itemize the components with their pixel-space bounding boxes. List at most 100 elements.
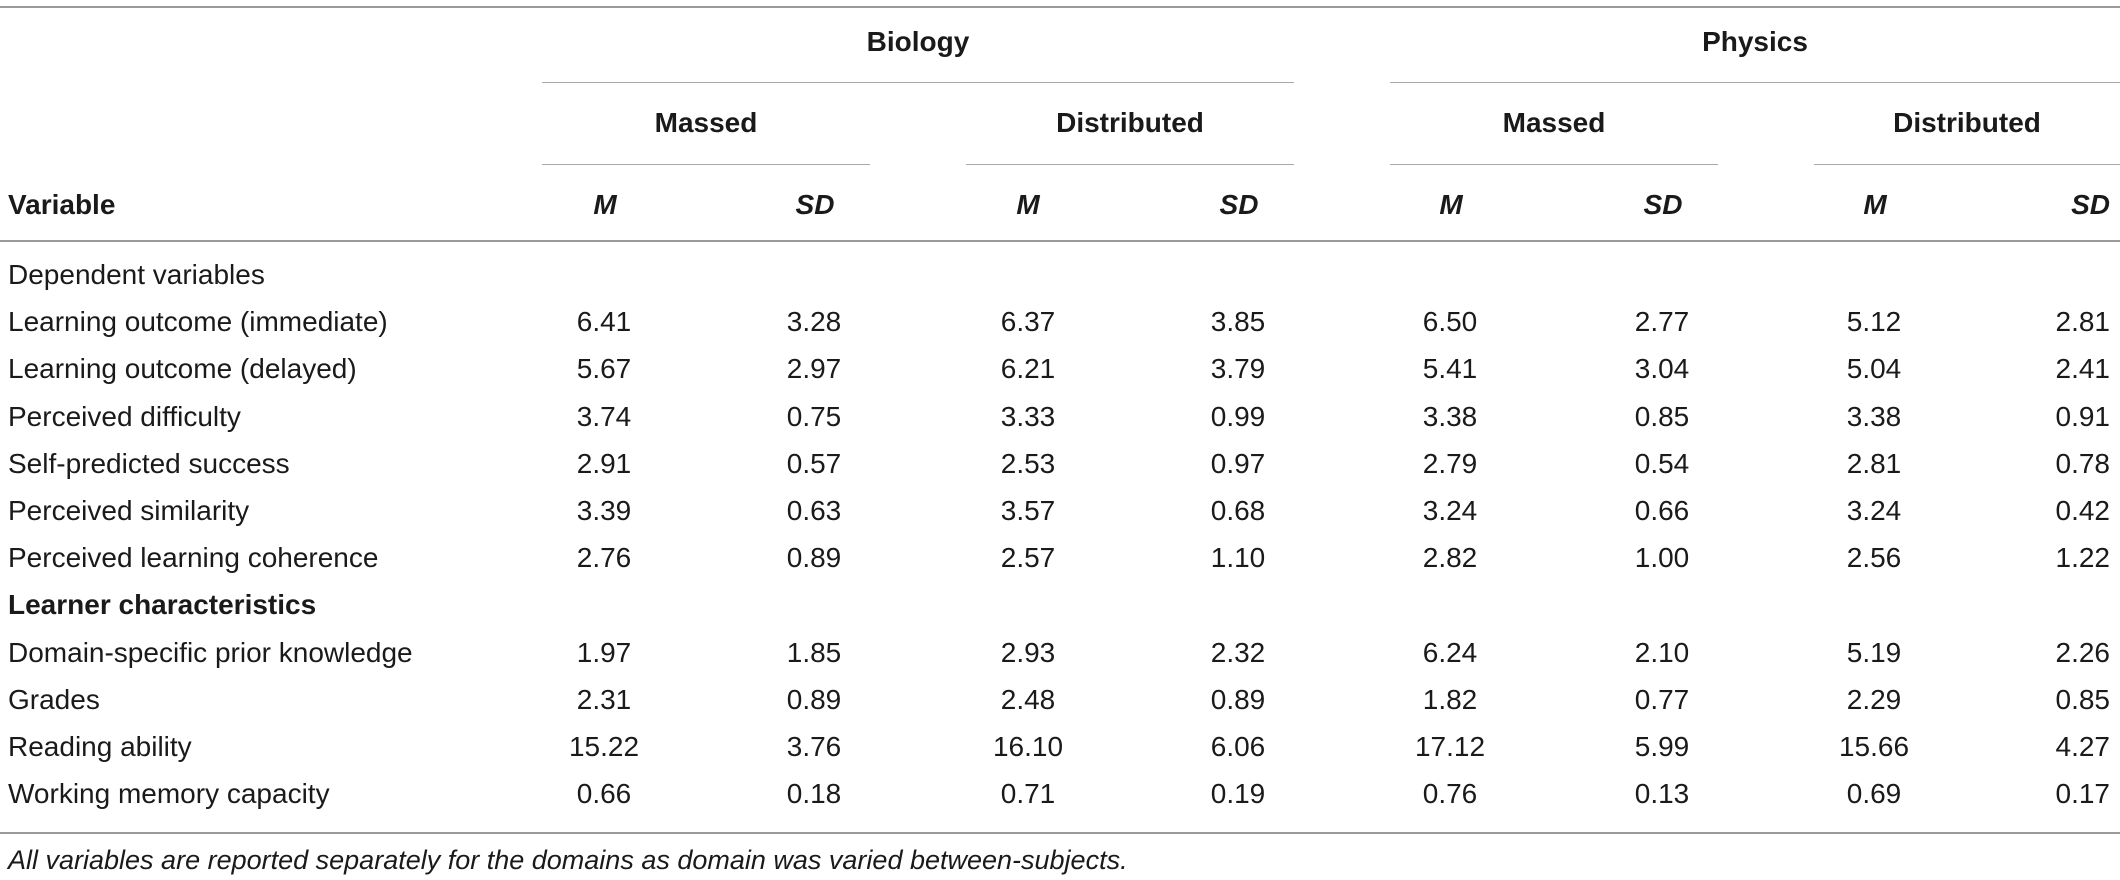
- stat-header: SD: [2071, 189, 2110, 220]
- table-cell: 0.13: [1634, 778, 1690, 810]
- table-cell: 3.85: [1210, 306, 1266, 338]
- group-heading: Learner characteristics: [8, 589, 317, 621]
- table-cell: 0.78: [2055, 447, 2111, 479]
- table-cell: 3.33: [1000, 400, 1056, 432]
- table-cell: 2.10: [1634, 636, 1690, 668]
- stat-header: M: [1016, 189, 1040, 220]
- physics-massed-rule: [1390, 164, 1718, 165]
- table-cell: 2.53: [1000, 447, 1056, 479]
- biology-distributed-rule: [966, 164, 1294, 165]
- table-cell: 5.99: [1634, 731, 1690, 762]
- stat-header: SD: [1219, 189, 1259, 220]
- table-cell: 6.21: [1000, 353, 1056, 385]
- table-cell: 0.63: [786, 495, 842, 526]
- table-cell: 5.41: [1422, 353, 1478, 385]
- table-cell: 0.19: [1210, 778, 1266, 810]
- condition-header-biology-distributed: Distributed: [1056, 107, 1204, 138]
- table-cell: 1.97: [576, 636, 632, 668]
- table-cell: 0.97: [1210, 447, 1266, 479]
- physics-header-rule: [1390, 82, 2120, 83]
- physics-distributed-rule: [1814, 164, 2120, 165]
- table-cell: 1.22: [2055, 542, 2111, 574]
- table-bottom-rule: [0, 832, 2120, 834]
- table-cell: 2.93: [1000, 636, 1056, 668]
- table-cell: 2.81: [1846, 447, 1902, 479]
- table-cell: 0.77: [1634, 683, 1690, 715]
- table-cell: 3.38: [1422, 400, 1478, 432]
- stat-header: SD: [795, 189, 835, 220]
- table-cell: 6.50: [1422, 306, 1478, 338]
- table-cell: 2.29: [1846, 683, 1902, 715]
- table-cell: 2.82: [1422, 542, 1478, 574]
- table-cell: 3.28: [786, 306, 842, 338]
- table-cell: 2.26: [2055, 636, 2111, 668]
- table-cell: 2.76: [576, 542, 632, 574]
- table-cell: 0.89: [1210, 683, 1266, 715]
- stat-header: M: [1439, 189, 1463, 220]
- table-cell: 3.57: [1000, 495, 1056, 526]
- table-cell: 0.68: [1210, 495, 1266, 526]
- biology-massed-rule: [542, 164, 870, 165]
- table-cell: 3.24: [1422, 495, 1478, 526]
- table-cell: 2.91: [576, 447, 632, 479]
- table-cell: 0.75: [786, 400, 842, 432]
- row-label: Learning outcome (immediate): [8, 306, 388, 338]
- table-cell: 3.39: [576, 495, 632, 526]
- table-cell: 3.74: [576, 400, 632, 432]
- table-cell: 0.66: [576, 778, 632, 810]
- table-cell: 2.31: [576, 683, 632, 715]
- header-bottom-rule: [0, 240, 2120, 242]
- table-cell: 5.67: [576, 353, 632, 385]
- row-label: Perceived difficulty: [8, 400, 241, 432]
- table-cell: 0.91: [2055, 400, 2111, 432]
- condition-header-biology-massed: Massed: [654, 107, 758, 138]
- stat-header: SD: [1643, 189, 1683, 220]
- table-cell: 6.41: [576, 306, 632, 338]
- table-cell: 2.79: [1422, 447, 1478, 479]
- table-cell: 0.17: [2055, 778, 2111, 810]
- table-cell: 5.12: [1846, 306, 1902, 338]
- table-cell: 0.89: [786, 542, 842, 574]
- table-cell: 2.97: [786, 353, 842, 385]
- table-cell: 2.57: [1000, 542, 1056, 574]
- condition-header-physics-distributed: Distributed: [1893, 107, 2041, 138]
- table-cell: 2.32: [1210, 636, 1266, 668]
- table-cell: 2.56: [1846, 542, 1902, 574]
- table-cell: 15.66: [1838, 731, 1910, 762]
- table-cell: 3.76: [786, 731, 842, 762]
- table-cell: 1.82: [1422, 683, 1478, 715]
- domain-header-physics: Physics: [1702, 26, 1808, 57]
- table-cell: 2.77: [1634, 306, 1690, 338]
- table-cell: 0.89: [786, 683, 842, 715]
- table-cell: 0.57: [786, 447, 842, 479]
- row-label: Perceived learning coherence: [8, 542, 379, 574]
- table-cell: 15.22: [568, 731, 640, 762]
- group-heading: Dependent variables: [8, 259, 265, 290]
- row-label: Working memory capacity: [8, 778, 330, 810]
- condition-header-physics-massed: Massed: [1502, 107, 1606, 138]
- table-footnote: All variables are reported separately fo…: [8, 845, 1128, 875]
- row-label: Self-predicted success: [8, 447, 290, 479]
- row-label: Domain-specific prior knowledge: [8, 636, 413, 668]
- biology-header-rule: [542, 82, 1294, 83]
- table-cell: 5.19: [1846, 636, 1902, 668]
- domain-header-biology: Biology: [866, 26, 970, 57]
- table-cell: 3.79: [1210, 353, 1266, 385]
- stat-header: M: [1863, 189, 1887, 220]
- table-cell: 6.06: [1210, 731, 1266, 762]
- stat-header: M: [593, 189, 617, 220]
- table-cell: 4.27: [2055, 731, 2111, 762]
- table-cell: 1.10: [1210, 542, 1266, 574]
- row-label: Reading ability: [8, 731, 192, 762]
- row-label: Perceived similarity: [8, 495, 250, 526]
- table-cell: 0.69: [1846, 778, 1902, 810]
- top-rule: [0, 6, 2120, 8]
- table-cell: 2.48: [1000, 683, 1056, 715]
- table-cell: 3.38: [1846, 400, 1902, 432]
- row-label: Grades: [8, 683, 100, 715]
- table-cell: 0.85: [1634, 400, 1690, 432]
- table-cell: 0.42: [2055, 495, 2111, 526]
- table-cell: 3.04: [1634, 353, 1690, 385]
- table-cell: 0.54: [1634, 447, 1690, 479]
